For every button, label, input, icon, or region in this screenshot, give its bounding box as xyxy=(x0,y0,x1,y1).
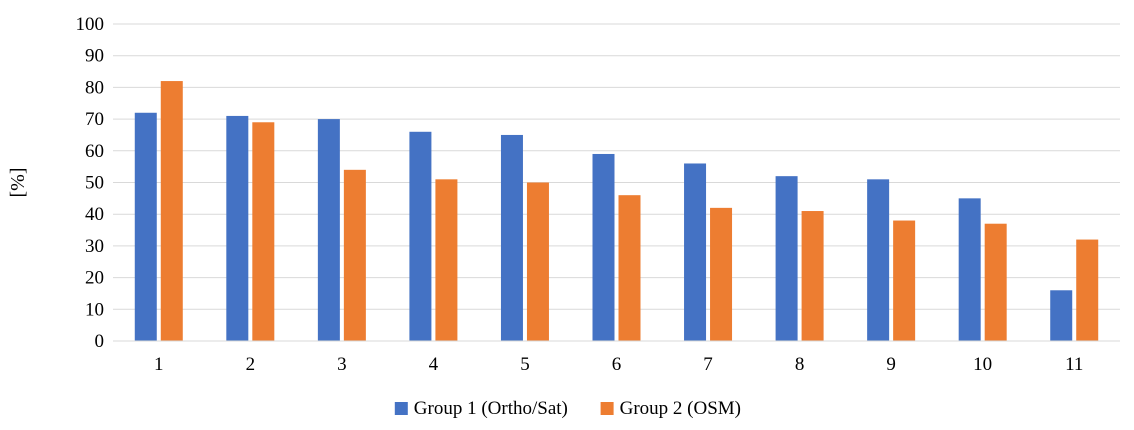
y-axis-tick-labels: 0 10 20 30 40 50 60 70 80 90 100 xyxy=(76,14,105,352)
y-tick-label: 80 xyxy=(85,77,104,98)
bar-series-2-cat-3 xyxy=(343,169,366,341)
legend: Group 1 (Ortho/Sat) Group 2 (OSM) xyxy=(394,398,741,419)
x-tick-label: 3 xyxy=(337,354,347,375)
y-tick-label: 10 xyxy=(85,299,104,320)
y-tick-label: 0 xyxy=(95,331,105,352)
bar-series-2-cat-7 xyxy=(710,207,733,341)
y-axis-label: [%] xyxy=(7,168,29,198)
bars xyxy=(134,81,1099,342)
bar-series-2-cat-1 xyxy=(160,81,183,341)
bar-series-2-cat-11 xyxy=(1076,239,1099,341)
y-tick-label: 100 xyxy=(76,14,105,35)
x-tick-label: 9 xyxy=(886,354,896,375)
x-tick-label: 10 xyxy=(973,354,992,375)
y-tick-label: 50 xyxy=(85,173,104,194)
y-tick-label: 60 xyxy=(85,141,104,162)
y-tick-label: 90 xyxy=(85,46,104,67)
bar-series-2-cat-6 xyxy=(618,195,641,341)
bar-series-2-cat-2 xyxy=(252,122,275,342)
bar-series-1-cat-7 xyxy=(684,163,707,341)
bar-series-2-cat-5 xyxy=(526,182,549,341)
y-tick-label: 20 xyxy=(85,268,104,289)
legend-label-2: Group 2 (OSM) xyxy=(620,398,741,419)
gridlines xyxy=(113,23,1120,310)
x-tick-label: 4 xyxy=(429,354,439,375)
bar-series-1-cat-9 xyxy=(867,179,890,341)
bar-series-2-cat-8 xyxy=(801,211,824,341)
x-tick-label: 2 xyxy=(246,354,256,375)
bar-series-2-cat-4 xyxy=(435,179,458,341)
bar-series-1-cat-4 xyxy=(409,131,432,341)
bar-series-1-cat-2 xyxy=(226,115,249,342)
bar-series-1-cat-1 xyxy=(134,112,157,341)
x-tick-label: 5 xyxy=(520,354,530,375)
y-tick-label: 30 xyxy=(85,236,104,257)
legend-label-1: Group 1 (Ortho/Sat) xyxy=(414,398,568,419)
legend-swatch-2 xyxy=(600,402,614,415)
bar-series-1-cat-10 xyxy=(958,198,981,341)
x-tick-label: 8 xyxy=(795,354,805,375)
x-tick-label: 7 xyxy=(703,354,713,375)
bar-series-1-cat-5 xyxy=(500,134,523,341)
x-tick-label: 1 xyxy=(154,354,164,375)
bar-series-1-cat-3 xyxy=(317,119,340,341)
bar-series-1-cat-6 xyxy=(592,153,615,341)
bar-series-2-cat-9 xyxy=(893,220,916,341)
y-tick-label: 40 xyxy=(85,204,104,225)
bar-series-1-cat-8 xyxy=(775,176,798,341)
x-axis-tick-labels: 1 2 3 4 5 6 7 8 9 10 11 xyxy=(154,354,1083,375)
bar-series-2-cat-10 xyxy=(984,223,1007,341)
y-tick-label: 70 xyxy=(85,109,104,130)
x-tick-label: 11 xyxy=(1065,354,1083,375)
bar-series-1-cat-11 xyxy=(1050,290,1073,341)
legend-swatch-1 xyxy=(394,402,408,415)
x-tick-label: 6 xyxy=(612,354,622,375)
